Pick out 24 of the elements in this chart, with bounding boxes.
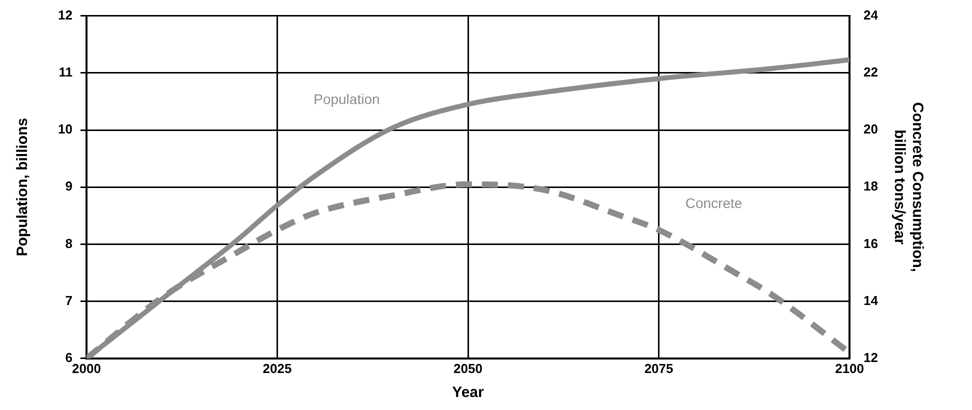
y-tick-label: 9 [65,178,72,194]
x-axis-title: Year [452,384,484,402]
y2-tick-label: 16 [864,236,878,251]
x-tick-label: 2000 [72,360,101,376]
series-label: Population [314,91,380,108]
y-tick-label: 6 [65,350,72,365]
y2-tick-label: 22 [864,64,878,80]
x-tick-label: 2075 [644,360,674,376]
y2-tick-label: 14 [864,292,879,308]
text: Concrete [685,194,742,211]
y2-axis-title: Concrete Consumption, billion tons/year [890,102,926,272]
y2-tick-label: 18 [864,178,878,194]
y-axis-title: Population, billions [14,118,32,256]
x-tick-label: 2100 [835,360,864,376]
y-tick-label: 10 [58,122,72,137]
y-tick-label: 7 [65,292,72,308]
y-tick-label: 11 [58,64,72,80]
y-tick-label: 12 [58,7,72,22]
y2-tick-label: 20 [864,122,878,137]
x-tick-label: 2050 [454,360,482,376]
y-tick-label: 8 [65,236,72,251]
x-tick-label: 2025 [262,360,292,376]
y2-tick-label: 24 [864,7,879,22]
y2-tick-label: 12 [864,350,878,365]
